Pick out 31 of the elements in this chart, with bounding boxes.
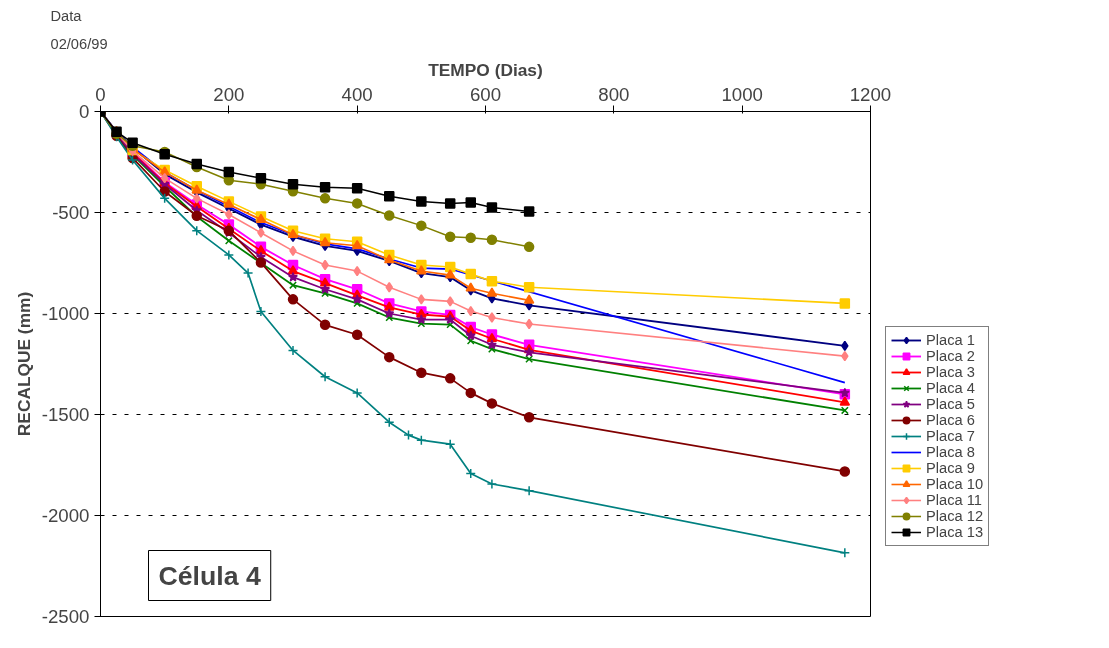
- legend-label: Placa 9: [926, 460, 975, 476]
- legend-label: Placa 5: [926, 396, 975, 412]
- y-tick-label: -500: [52, 202, 90, 223]
- legend-label: Placa 11: [926, 492, 982, 508]
- x-tick-label: 1000: [721, 83, 763, 105]
- x-axis-title: TEMPO (Dias): [428, 59, 543, 80]
- text: 02/06/99: [50, 35, 108, 52]
- legend-label: Placa 1: [926, 332, 975, 348]
- x-tick-label: 200: [213, 83, 245, 105]
- legend-label: Placa 3: [926, 364, 975, 380]
- legend-label: Placa 12: [926, 508, 984, 524]
- legend-label: Placa 2: [926, 348, 975, 364]
- x-tick-label: 400: [341, 83, 373, 105]
- x-tick-label: 800: [598, 83, 630, 105]
- text: Data: [50, 7, 83, 24]
- legend-label: Placa 4: [926, 380, 975, 396]
- x-tick-label: 1200: [849, 83, 892, 105]
- y-axis-title: RECALQUE (mm): [13, 291, 34, 437]
- y-tick-label: 0: [79, 101, 90, 122]
- legend-label: Placa 8: [926, 444, 975, 460]
- legend-label: Placa 7: [926, 428, 975, 444]
- legend-label: Placa 10: [926, 476, 984, 492]
- x-tick-label: 0: [95, 83, 106, 105]
- legend-label: Placa 13: [926, 524, 984, 540]
- y-tick-label: -1000: [41, 303, 90, 324]
- y-tick-label: -2500: [41, 606, 90, 627]
- y-tick-label: -2000: [41, 505, 90, 526]
- legend-label: Placa 6: [926, 412, 975, 428]
- y-tick-label: -1500: [41, 404, 90, 425]
- annotation: Célula 4: [158, 560, 261, 591]
- x-tick-label: 600: [469, 83, 502, 105]
